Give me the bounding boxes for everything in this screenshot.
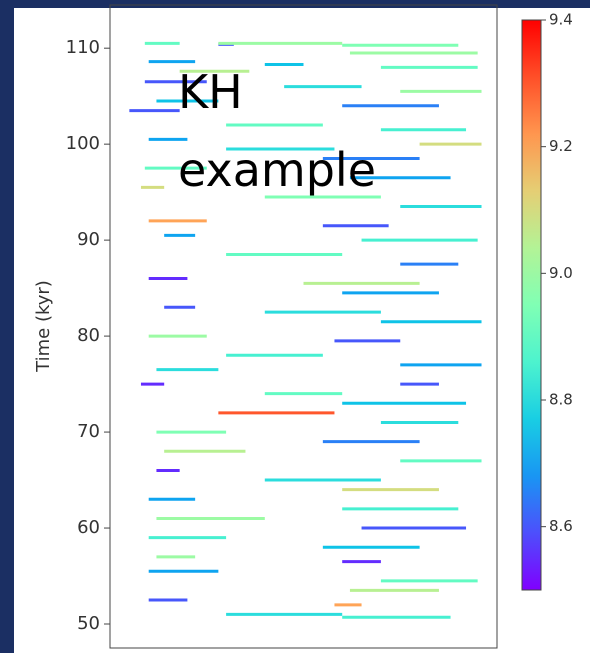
y-tick-label: 60 bbox=[77, 517, 100, 538]
panel bbox=[14, 8, 590, 653]
colorbar-tick-label: 9.2 bbox=[549, 137, 573, 155]
y-tick-label: 90 bbox=[77, 229, 100, 250]
y-tick-label: 100 bbox=[66, 133, 100, 154]
y-tick-label: 50 bbox=[77, 613, 100, 634]
colorbar-tick-label: 8.8 bbox=[549, 391, 573, 409]
colorbar-tick-label: 9.4 bbox=[549, 11, 573, 29]
y-tick-label: 80 bbox=[77, 325, 100, 346]
colorbar-tick-label: 8.6 bbox=[549, 517, 573, 535]
y-tick-label: 110 bbox=[66, 37, 100, 58]
y-tick-label: 70 bbox=[77, 421, 100, 442]
y-axis-label: Time (kyr) bbox=[33, 280, 54, 373]
plot-frame bbox=[109, 4, 498, 649]
annotation: KH example bbox=[178, 65, 376, 197]
colorbar-tick-label: 9.0 bbox=[549, 264, 573, 282]
colorbar bbox=[521, 19, 542, 591]
